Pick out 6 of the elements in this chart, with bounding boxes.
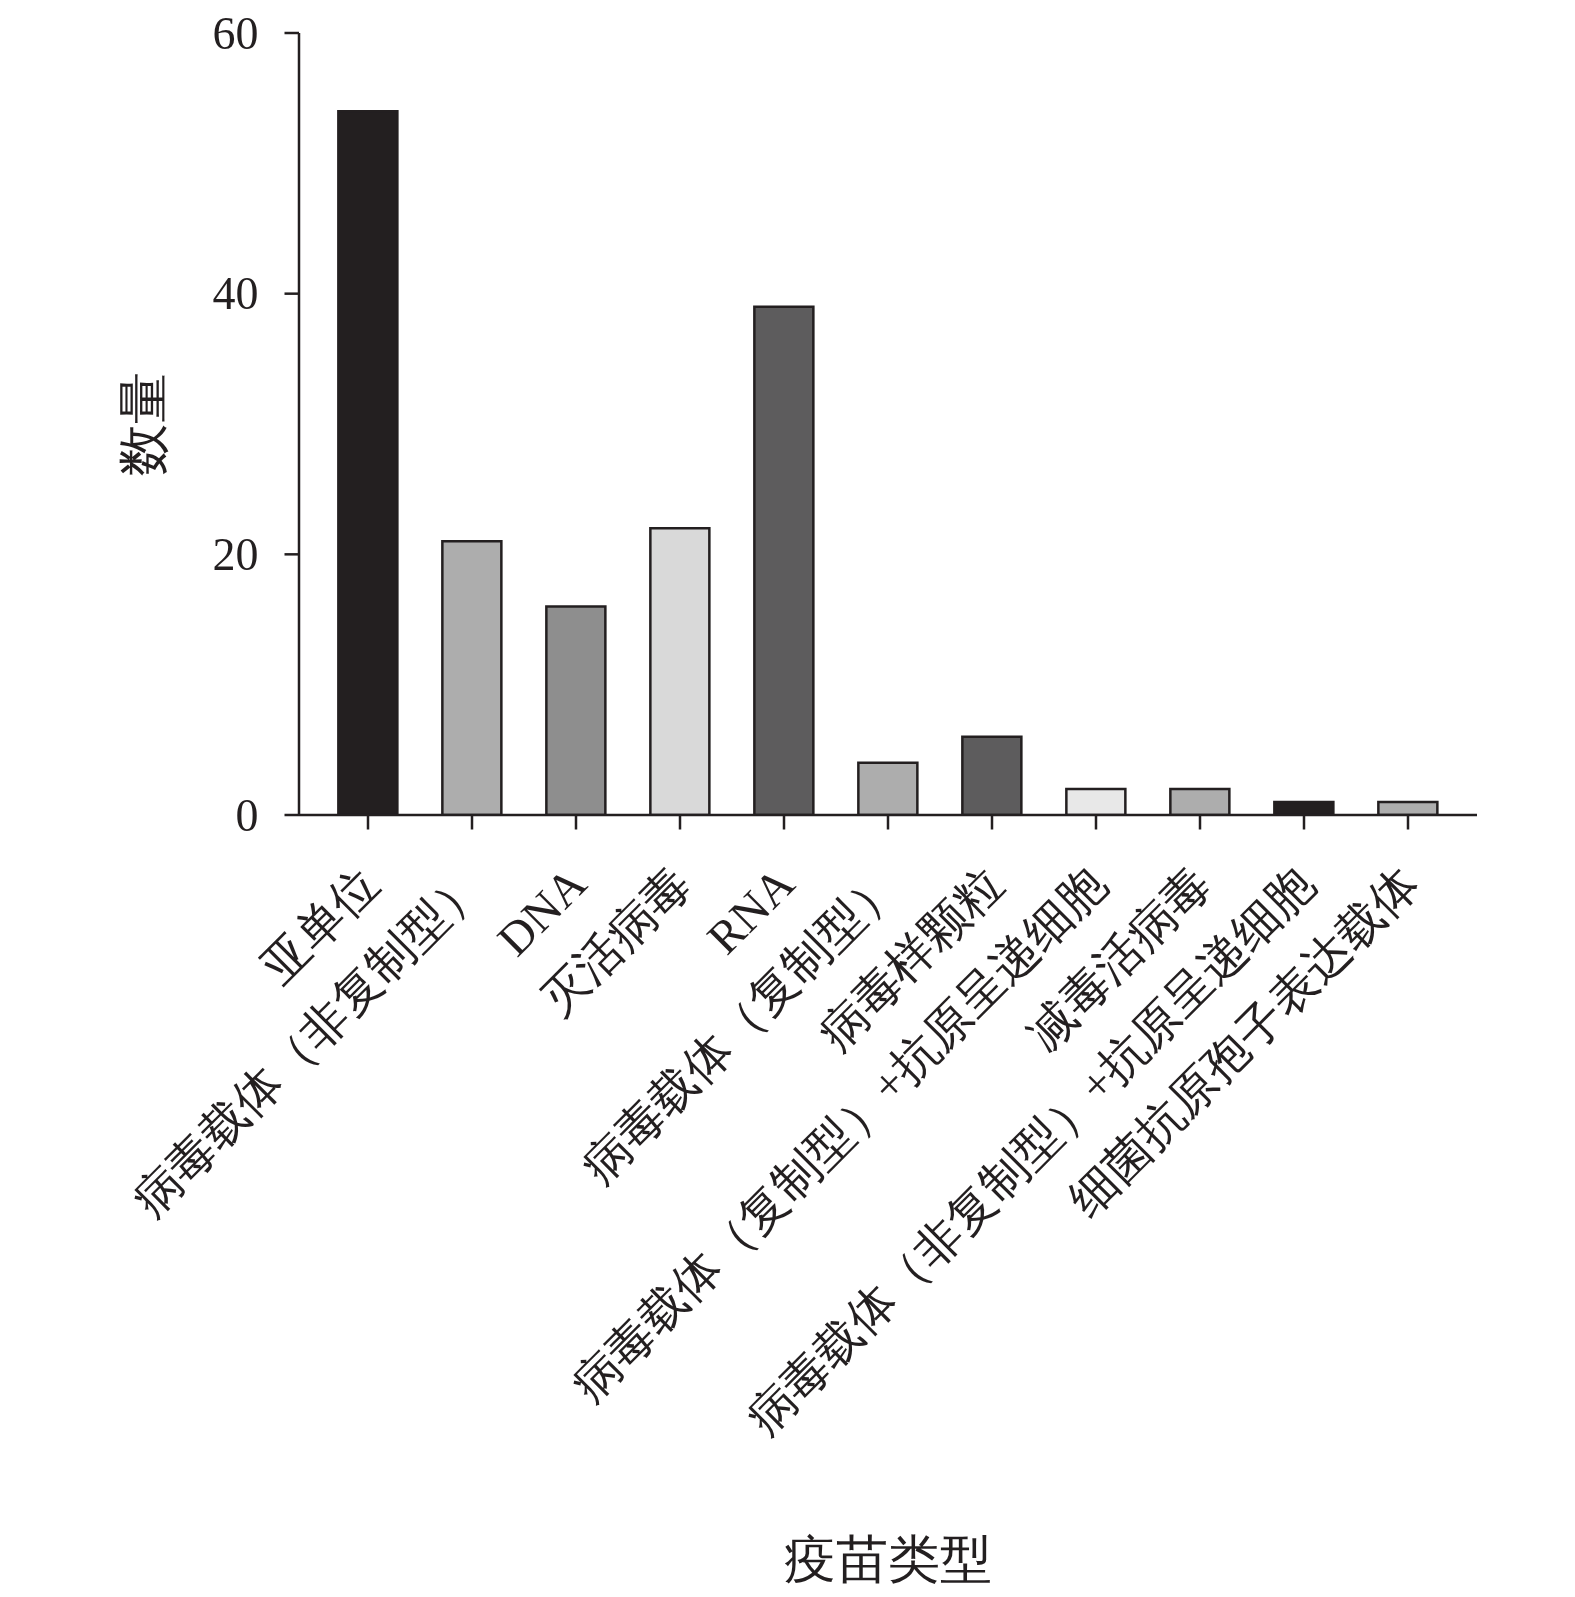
- y-tick-label: 20: [212, 528, 259, 580]
- x-axis-title: 疫苗类型: [784, 1531, 992, 1588]
- y-axis-title: 数量: [114, 372, 172, 476]
- y-tick-label: 60: [212, 7, 259, 59]
- y-tick-label: 40: [212, 268, 259, 320]
- y-tick-label: 0: [235, 789, 259, 841]
